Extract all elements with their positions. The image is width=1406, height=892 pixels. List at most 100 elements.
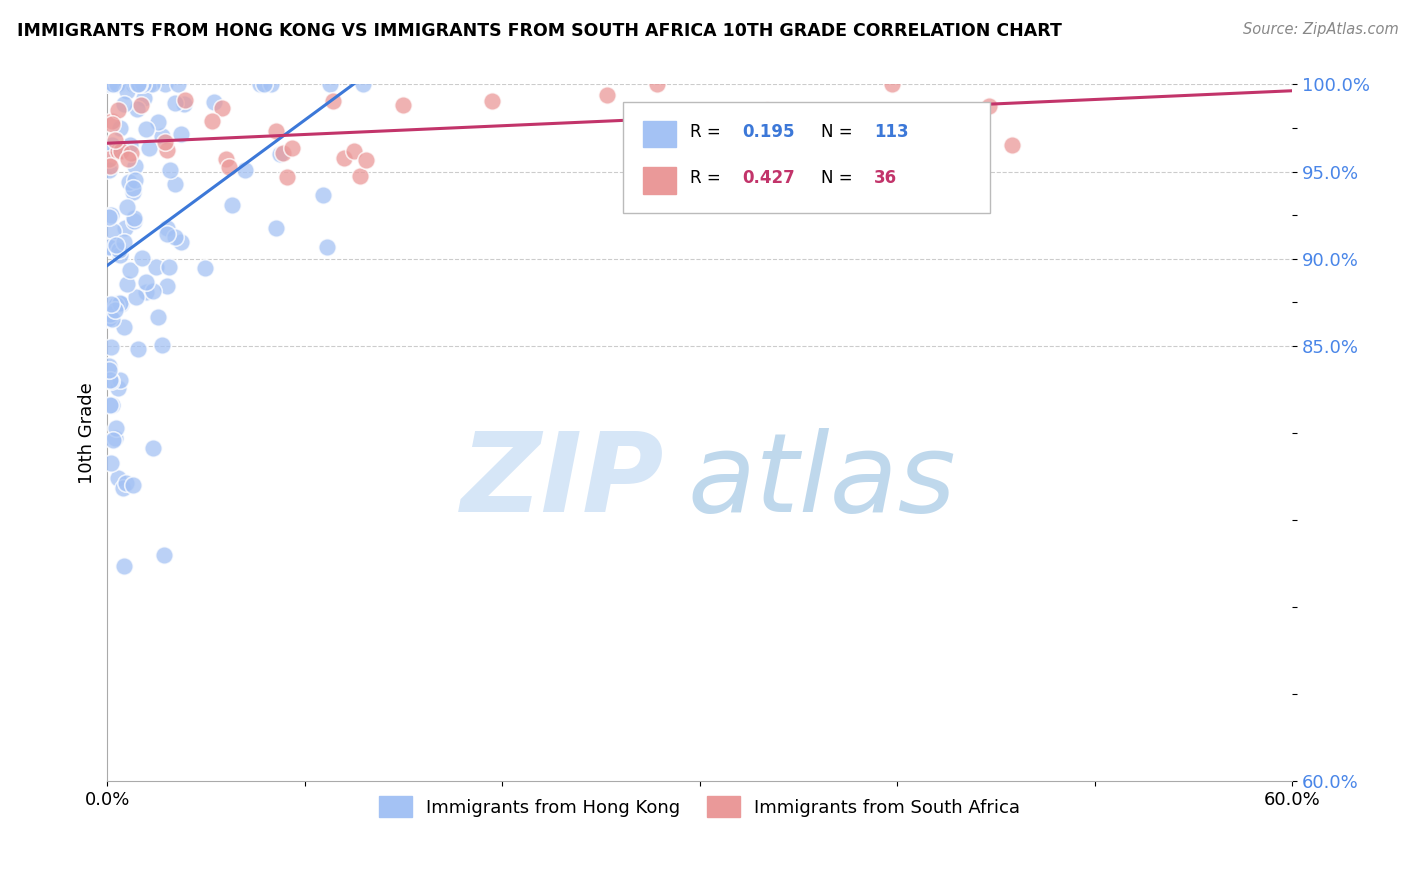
Point bbox=[110, 144, 132, 158]
Point bbox=[104, 298, 127, 312]
Point bbox=[98, 310, 121, 325]
Point bbox=[100, 374, 122, 388]
Point bbox=[202, 95, 225, 109]
Text: 36: 36 bbox=[875, 169, 897, 187]
Point bbox=[312, 188, 335, 202]
Point bbox=[315, 240, 337, 254]
FancyBboxPatch shape bbox=[623, 102, 990, 213]
Text: atlas: atlas bbox=[688, 428, 956, 535]
Point bbox=[107, 470, 129, 484]
Point bbox=[138, 141, 160, 155]
Point bbox=[98, 152, 121, 166]
Point bbox=[122, 213, 145, 227]
Point bbox=[333, 151, 356, 165]
Text: 0.195: 0.195 bbox=[742, 123, 794, 141]
Point bbox=[142, 284, 165, 298]
Point bbox=[157, 260, 180, 274]
Point bbox=[138, 78, 160, 92]
Point bbox=[115, 84, 138, 98]
Point bbox=[98, 363, 121, 377]
Point bbox=[104, 431, 127, 445]
Point bbox=[104, 420, 127, 434]
Point bbox=[281, 141, 304, 155]
Point bbox=[215, 152, 238, 166]
Point bbox=[150, 129, 173, 144]
Point bbox=[165, 230, 187, 244]
Point bbox=[645, 78, 668, 92]
Point bbox=[107, 381, 129, 395]
Point bbox=[118, 263, 141, 277]
Point bbox=[120, 78, 142, 92]
Point bbox=[153, 136, 176, 150]
Point bbox=[127, 78, 149, 92]
Point bbox=[596, 88, 619, 103]
Point bbox=[145, 260, 167, 274]
Point bbox=[977, 98, 1000, 112]
Point bbox=[112, 235, 135, 249]
Point bbox=[98, 373, 121, 387]
Point bbox=[105, 238, 128, 252]
Point bbox=[690, 110, 713, 124]
Point bbox=[756, 103, 779, 117]
Point bbox=[115, 475, 138, 490]
Text: R =: R = bbox=[690, 123, 727, 141]
Point bbox=[167, 78, 190, 92]
Point bbox=[322, 94, 344, 108]
Point bbox=[269, 146, 291, 161]
Text: R =: R = bbox=[690, 169, 727, 187]
Point bbox=[343, 145, 366, 159]
Text: N =: N = bbox=[821, 169, 858, 187]
Point bbox=[100, 208, 122, 222]
Point bbox=[132, 78, 155, 92]
Point bbox=[107, 103, 129, 118]
Point bbox=[249, 78, 271, 92]
Point bbox=[170, 127, 193, 141]
Point bbox=[108, 296, 131, 310]
Point bbox=[101, 398, 124, 412]
Point bbox=[125, 78, 148, 92]
Text: 113: 113 bbox=[875, 123, 908, 141]
Point bbox=[127, 342, 149, 356]
Point bbox=[98, 311, 121, 326]
Point bbox=[141, 78, 163, 92]
Y-axis label: 10th Grade: 10th Grade bbox=[79, 382, 96, 483]
Point bbox=[392, 98, 415, 112]
Point bbox=[170, 235, 193, 249]
Bar bbox=[643, 120, 676, 147]
Point bbox=[260, 78, 283, 92]
Point bbox=[153, 548, 176, 562]
Point bbox=[349, 169, 371, 183]
Point bbox=[104, 303, 127, 318]
Point bbox=[252, 78, 274, 92]
Point bbox=[221, 198, 243, 212]
Point bbox=[146, 114, 169, 128]
Point bbox=[165, 177, 187, 191]
Point bbox=[156, 227, 179, 241]
Point bbox=[101, 312, 124, 326]
Point bbox=[100, 456, 122, 470]
Point bbox=[200, 114, 222, 128]
Point bbox=[264, 124, 287, 138]
Point bbox=[117, 152, 139, 166]
Point bbox=[114, 221, 136, 235]
Point bbox=[105, 78, 128, 92]
Point bbox=[101, 224, 124, 238]
Point bbox=[112, 320, 135, 334]
Point bbox=[880, 78, 903, 92]
Point bbox=[98, 211, 121, 225]
Point bbox=[117, 277, 139, 291]
Point bbox=[101, 241, 124, 255]
Point bbox=[159, 163, 181, 178]
Point bbox=[122, 185, 145, 199]
Point bbox=[135, 285, 157, 300]
Point bbox=[107, 296, 129, 310]
Point bbox=[101, 433, 124, 447]
Point bbox=[155, 221, 177, 235]
Point bbox=[98, 398, 121, 412]
Point bbox=[112, 481, 135, 495]
Point bbox=[98, 307, 121, 321]
Point bbox=[120, 145, 142, 160]
Point bbox=[98, 78, 121, 92]
Point bbox=[101, 78, 124, 92]
Point bbox=[98, 78, 121, 92]
